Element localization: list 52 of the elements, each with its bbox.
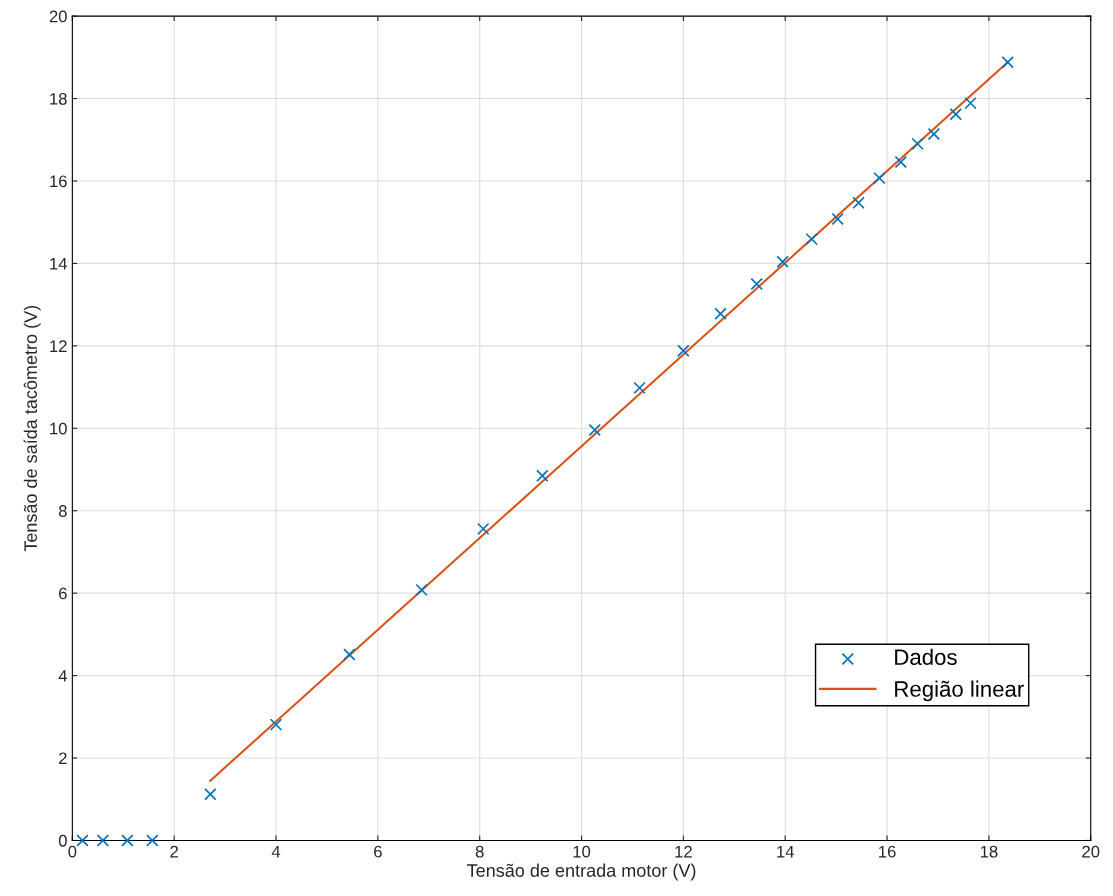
x-tick-label: 4: [271, 845, 281, 858]
point: [776, 255, 789, 268]
y-tick-label: 10: [50, 422, 67, 435]
point: [76, 834, 89, 847]
y-tick-label: 4: [58, 670, 67, 682]
point: [269, 718, 283, 731]
y-tick-label: 18: [50, 92, 67, 105]
y-tick-label: 14: [50, 258, 67, 270]
y-tick-label: 12: [50, 340, 67, 352]
y-tick-label: 6: [59, 587, 67, 600]
point: [633, 381, 646, 395]
x-tick-label: 12: [675, 845, 692, 858]
x-tick-label: 0: [68, 845, 77, 858]
point: [852, 196, 865, 210]
x-tick-label: 6: [374, 845, 382, 858]
x-tick-label: 16: [879, 845, 896, 858]
point: [911, 137, 924, 151]
point: [805, 232, 818, 246]
x-tick-label: 2: [170, 845, 178, 858]
point: [1001, 56, 1014, 69]
x-tick-label: 18: [980, 845, 998, 858]
y-tick-label: 8: [58, 505, 67, 517]
legend-label: Dados: [895, 648, 957, 666]
point: [831, 212, 844, 226]
y-axis-title: Tensão de saída tacômetro (V): [23, 305, 41, 552]
x-tick-label: 14: [777, 845, 794, 858]
y-tick-label: 0: [58, 834, 67, 847]
point: [964, 96, 977, 110]
point: [714, 307, 727, 320]
point: [477, 522, 490, 536]
point: [121, 834, 134, 847]
point: [894, 155, 908, 169]
point: [204, 788, 217, 801]
y-tick-label: 20: [49, 10, 67, 23]
y-tick-label: 2: [59, 752, 67, 765]
point: [146, 834, 159, 847]
point: [677, 344, 690, 358]
point: [343, 648, 356, 661]
x-axis-title: Tensão de entrada motor (V): [467, 863, 696, 881]
point: [873, 171, 886, 185]
point: [750, 277, 763, 291]
legend-label: Região linear: [895, 680, 1024, 702]
x-tick-label: 10: [573, 845, 591, 858]
y-tick-label: 16: [50, 175, 67, 188]
point: [536, 469, 549, 482]
x-tick-label: 20: [1082, 845, 1100, 858]
point: [415, 583, 428, 597]
x-tick-label: 8: [475, 845, 484, 858]
point: [927, 127, 941, 141]
point: [588, 423, 601, 437]
point: [96, 834, 110, 847]
point: [949, 108, 963, 121]
